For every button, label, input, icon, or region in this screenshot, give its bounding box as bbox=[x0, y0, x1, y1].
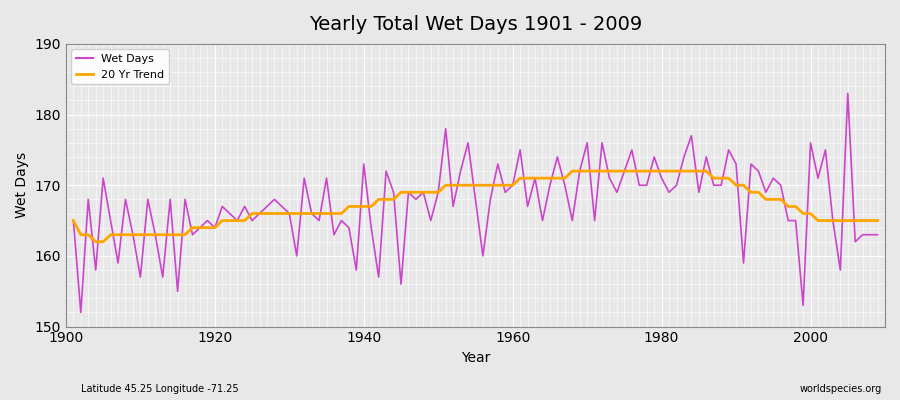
Y-axis label: Wet Days: Wet Days bbox=[15, 152, 29, 218]
Text: Latitude 45.25 Longitude -71.25: Latitude 45.25 Longitude -71.25 bbox=[81, 384, 239, 394]
X-axis label: Year: Year bbox=[461, 351, 491, 365]
Title: Yearly Total Wet Days 1901 - 2009: Yearly Total Wet Days 1901 - 2009 bbox=[309, 15, 642, 34]
Legend: Wet Days, 20 Yr Trend: Wet Days, 20 Yr Trend bbox=[71, 50, 169, 84]
Text: worldspecies.org: worldspecies.org bbox=[800, 384, 882, 394]
